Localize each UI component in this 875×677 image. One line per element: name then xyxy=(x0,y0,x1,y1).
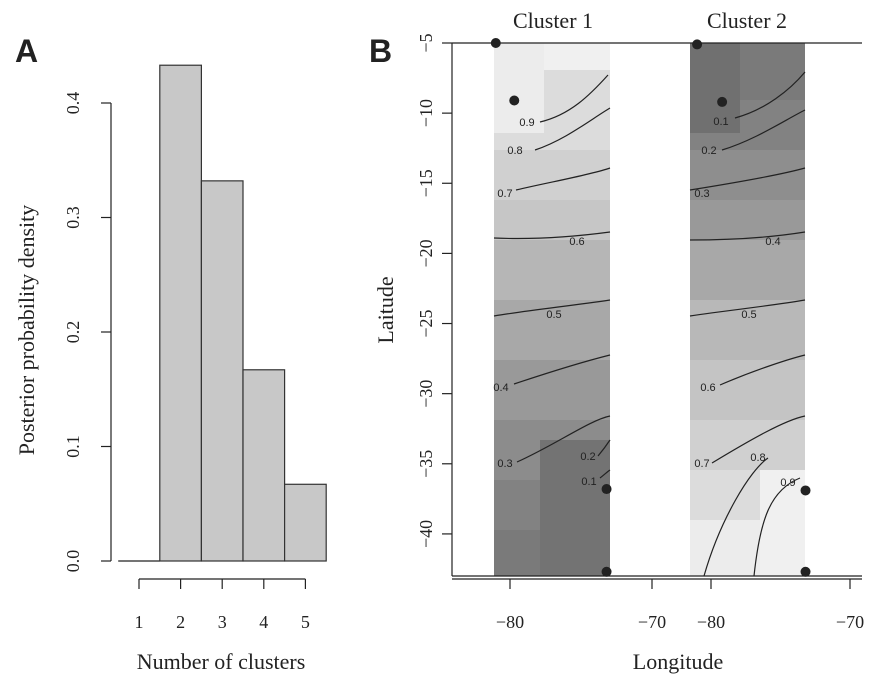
contour-line xyxy=(516,415,611,463)
heat-band xyxy=(494,240,610,300)
heat-band xyxy=(494,150,610,200)
cluster-2-field xyxy=(690,43,805,576)
contour-label: 0.5 xyxy=(741,309,756,321)
panel-b-label: B xyxy=(369,33,392,69)
histogram-bar xyxy=(242,369,286,562)
contour-label: 0.3 xyxy=(694,188,709,200)
y-tick-label: 0.3 xyxy=(63,206,83,229)
x-axis-label: Longitude xyxy=(633,649,723,674)
y-tick-label: −25 xyxy=(416,309,436,337)
contour-label: 0.5 xyxy=(546,309,561,321)
contour-line xyxy=(493,231,611,240)
contour-label: 0.1 xyxy=(713,116,728,128)
y-tick-label: −10 xyxy=(416,99,436,127)
x-tick-label: −70 xyxy=(638,612,666,632)
y-tick-label: 0.1 xyxy=(63,435,83,458)
sample-point xyxy=(601,566,612,577)
sample-point xyxy=(800,566,811,577)
contour-label: 0.2 xyxy=(701,145,716,157)
contour-line xyxy=(597,439,611,457)
y-tick-label: −20 xyxy=(416,239,436,267)
panel-a: A Posterior probability density Number o… xyxy=(14,33,327,674)
contour-line xyxy=(734,71,806,119)
contour-line xyxy=(689,299,806,317)
y-axis-label: Laitude xyxy=(373,276,398,343)
sample-point xyxy=(509,95,520,106)
contour-line xyxy=(719,354,806,386)
y-tick-label: −35 xyxy=(416,450,436,478)
heat-band xyxy=(494,300,610,360)
cluster-1-field xyxy=(494,43,610,576)
sample-point xyxy=(717,96,728,107)
contour-label: 0.7 xyxy=(694,458,709,470)
x-tick-label: 5 xyxy=(301,612,310,632)
heat-band xyxy=(494,200,610,240)
contour-line xyxy=(534,107,611,151)
cluster-1-title: Cluster 1 xyxy=(513,8,593,33)
contour-line xyxy=(689,167,806,191)
histogram-bar xyxy=(159,64,203,562)
contour-label: 0.4 xyxy=(765,236,780,248)
heat-band xyxy=(690,420,805,470)
heat-band xyxy=(760,470,805,576)
y-tick-label: 0.2 xyxy=(63,321,83,344)
contour-label: 0.6 xyxy=(700,382,715,394)
y-tick-label: −30 xyxy=(416,380,436,408)
heat-band xyxy=(540,440,610,576)
sample-point xyxy=(692,39,703,50)
heat-band xyxy=(690,43,740,133)
panel-b: B Laitude Longitude Cluster 1 Cluster 2 … xyxy=(369,8,864,674)
contour-line xyxy=(599,469,611,479)
x-tick-label: 3 xyxy=(218,612,227,632)
heat-band xyxy=(494,43,544,133)
contour-label: 0.8 xyxy=(507,145,522,157)
contour-label: 0.2 xyxy=(580,451,595,463)
contour-label: 0.8 xyxy=(750,452,765,464)
contour-label: 0.4 xyxy=(493,382,508,394)
x-tick-label: −70 xyxy=(836,612,864,632)
contour-label: 0.3 xyxy=(497,458,512,470)
x-tick-label: −80 xyxy=(697,612,725,632)
y-axis-label: Posterior probability density xyxy=(14,205,39,456)
panel-a-label: A xyxy=(15,33,38,69)
histogram-bar xyxy=(200,180,244,562)
y-tick-label: 0.4 xyxy=(63,92,83,115)
heat-band xyxy=(494,360,610,420)
contour-line xyxy=(515,167,611,191)
x-tick-label: −80 xyxy=(496,612,524,632)
contour-line xyxy=(539,74,609,123)
x-tick-label: 4 xyxy=(259,612,268,632)
x-tick-label: 1 xyxy=(135,612,144,632)
contour-label: 0.1 xyxy=(581,476,596,488)
heat-band xyxy=(690,240,805,300)
sample-point xyxy=(490,38,501,48)
contour-line xyxy=(711,415,806,464)
contour-line xyxy=(721,109,806,151)
sample-point xyxy=(601,484,612,495)
contour-label: 0.7 xyxy=(497,188,512,200)
contour-label: 0.9 xyxy=(519,117,534,129)
heat-band xyxy=(690,300,805,360)
contour-label: 0.6 xyxy=(569,236,584,248)
contour-line xyxy=(689,231,806,241)
x-tick-label: 2 xyxy=(176,612,185,632)
heat-band xyxy=(690,200,805,240)
x-axis-label: Number of clusters xyxy=(137,649,306,674)
histogram-bar xyxy=(284,483,327,562)
y-tick-label: −40 xyxy=(416,520,436,548)
contour-line xyxy=(703,457,769,577)
contour-line xyxy=(493,299,611,317)
y-tick-label: −5 xyxy=(416,33,436,52)
sample-point xyxy=(800,485,811,496)
heat-band xyxy=(690,150,805,200)
y-tick-label: −15 xyxy=(416,169,436,197)
contour-label: 0.9 xyxy=(780,477,795,489)
cluster-2-title: Cluster 2 xyxy=(707,8,787,33)
y-tick-label: 0.0 xyxy=(63,550,83,573)
contour-line xyxy=(753,477,801,577)
heat-band xyxy=(690,360,805,420)
contour-line xyxy=(513,354,611,385)
